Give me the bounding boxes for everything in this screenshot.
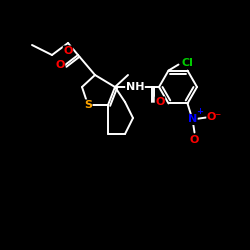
Text: O: O [190,136,199,145]
Text: +: + [196,108,203,116]
Text: N: N [188,114,197,124]
Text: NH: NH [126,82,144,92]
Text: O⁻: O⁻ [207,112,222,122]
Text: O: O [155,97,165,107]
Text: Cl: Cl [182,58,194,68]
Text: O: O [55,60,65,70]
Text: S: S [84,100,92,110]
Text: O: O [63,46,73,56]
